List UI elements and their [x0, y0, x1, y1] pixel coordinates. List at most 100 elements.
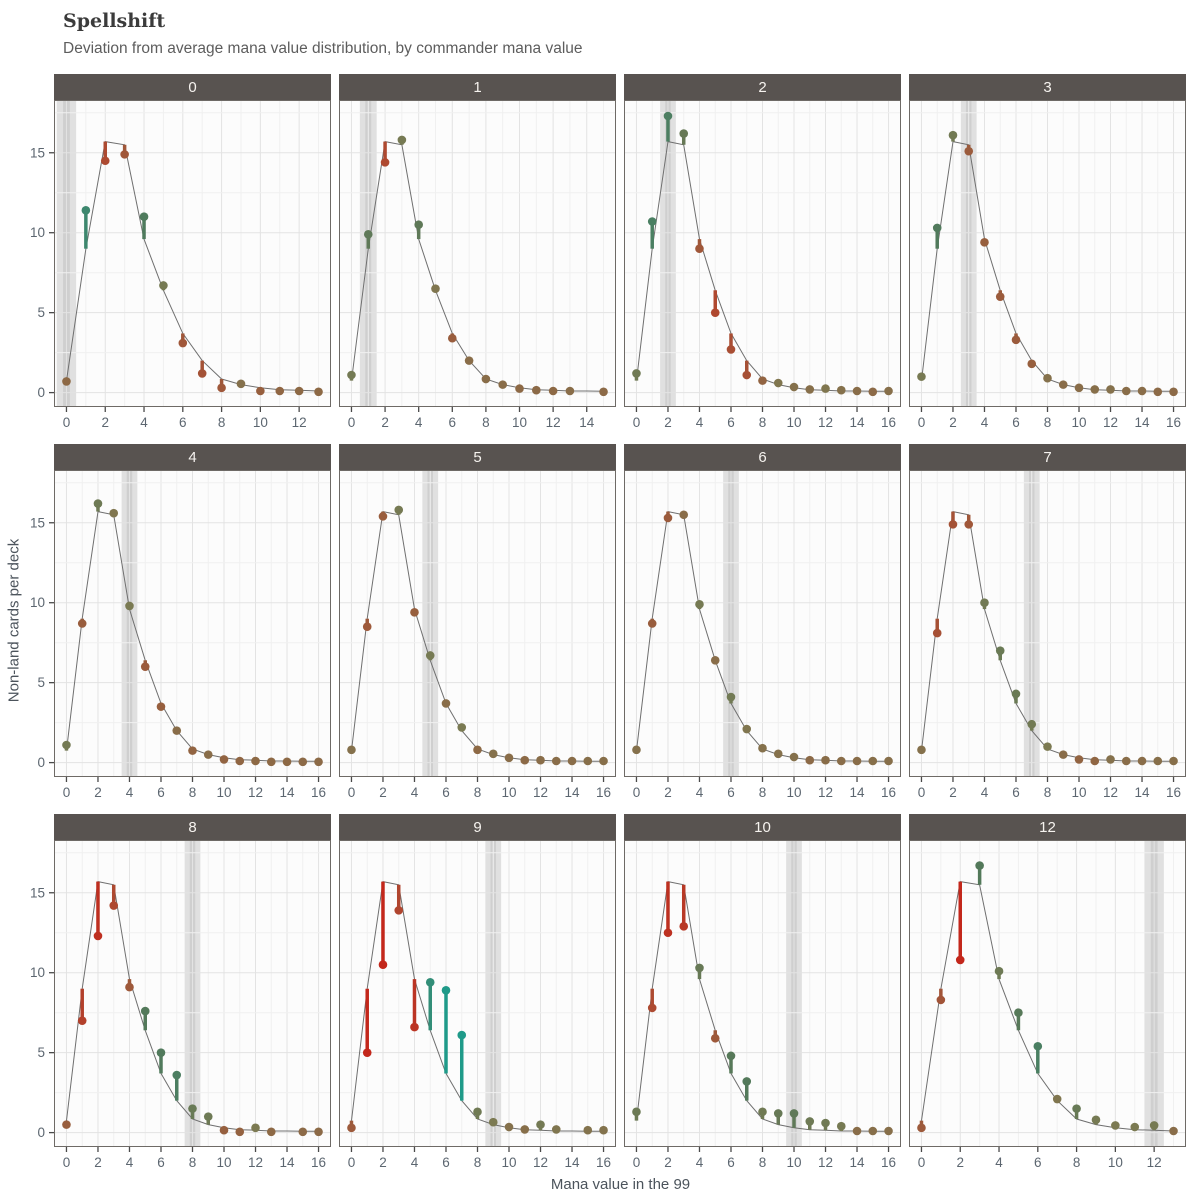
svg-text:5: 5: [37, 305, 45, 320]
deck-points: [917, 861, 1178, 1136]
svg-text:4: 4: [981, 415, 989, 430]
svg-text:4: 4: [696, 1155, 704, 1170]
svg-text:8: 8: [482, 415, 490, 430]
svg-text:0: 0: [348, 785, 356, 800]
facet-plot: 0 2 4 6 8 10 12 14 16: [624, 100, 901, 430]
facet-panel: 7 0 2 4 6 8 10 12 14 16: [909, 444, 1186, 804]
svg-text:12: 12: [248, 785, 263, 800]
svg-text:12: 12: [533, 785, 548, 800]
svg-text:16: 16: [311, 785, 326, 800]
y-axis: 0 5 10 15: [30, 885, 54, 1140]
x-axis: 0 2 4 6 8 10 12 14 16: [918, 407, 1181, 430]
svg-text:14: 14: [579, 415, 595, 430]
svg-text:8: 8: [759, 785, 767, 800]
svg-text:14: 14: [280, 785, 296, 800]
svg-text:16: 16: [1166, 415, 1181, 430]
svg-text:8: 8: [218, 415, 226, 430]
facet-plot: 0 2 4 6 8 10 12: [909, 840, 1186, 1170]
facet-strip-label: 2: [624, 74, 901, 100]
svg-text:0: 0: [348, 1155, 356, 1170]
deck-points: [917, 130, 1178, 397]
svg-text:10: 10: [786, 1155, 801, 1170]
facet-plot: 0 2 4 6 8 10 12 0 5 10 15: [30, 100, 331, 430]
svg-text:10: 10: [512, 415, 527, 430]
panel-border: [909, 100, 1186, 407]
svg-text:10: 10: [30, 225, 45, 240]
svg-text:0: 0: [633, 1155, 641, 1170]
gridlines: [624, 470, 901, 777]
deck-points: [62, 499, 323, 767]
panel-border: [909, 840, 1186, 1147]
x-axis: 0 2 4 6 8 10 12 14 16: [918, 777, 1181, 800]
svg-text:2: 2: [664, 785, 672, 800]
chart-subtitle: Deviation from average mana value distri…: [63, 40, 583, 57]
gridlines: [909, 840, 1186, 1147]
facet-strip-label: 7: [909, 444, 1186, 470]
svg-text:0: 0: [37, 1125, 45, 1140]
svg-text:12: 12: [546, 415, 561, 430]
svg-text:6: 6: [1012, 415, 1020, 430]
deck-points: [62, 901, 323, 1137]
x-axis: 0 2 4 6 8 10 12 14 16: [633, 777, 896, 800]
panel-border: [339, 840, 616, 1147]
facet-plot: 0 2 4 6 8 10 12 14 16: [339, 840, 616, 1170]
svg-text:14: 14: [1135, 415, 1151, 430]
svg-text:4: 4: [696, 785, 704, 800]
gridlines: [54, 470, 331, 777]
facet-strip-label: 1: [339, 74, 616, 100]
svg-text:14: 14: [565, 1155, 581, 1170]
x-axis-title: Mana value in the 99: [550, 1176, 691, 1193]
svg-text:4: 4: [415, 415, 423, 430]
svg-text:12: 12: [248, 1155, 263, 1170]
svg-text:4: 4: [126, 1155, 134, 1170]
svg-text:0: 0: [37, 755, 45, 770]
gridlines: [909, 100, 1186, 407]
svg-text:0: 0: [918, 785, 926, 800]
facet-strip-label: 10: [624, 814, 901, 840]
svg-text:6: 6: [727, 1155, 735, 1170]
gridlines: [339, 840, 616, 1147]
chart-header: Spellshift Deviation from average mana v…: [0, 0, 1200, 74]
panel-border: [54, 470, 331, 777]
svg-text:10: 10: [30, 595, 45, 610]
facet-strip-label: 6: [624, 444, 901, 470]
svg-text:2: 2: [379, 1155, 387, 1170]
facet-strip-label: 5: [339, 444, 616, 470]
deck-points: [632, 510, 893, 766]
svg-text:0: 0: [63, 1155, 71, 1170]
average-line: [351, 141, 604, 392]
x-axis: 0 2 4 6 8 10 12 14 16: [633, 407, 896, 430]
svg-text:15: 15: [30, 515, 45, 530]
svg-text:12: 12: [533, 1155, 548, 1170]
svg-text:8: 8: [759, 1155, 767, 1170]
svg-text:6: 6: [157, 785, 165, 800]
facet-panel: 9 0 2 4 6 8 10 12 14 16: [339, 814, 616, 1174]
deck-points: [347, 906, 608, 1135]
panel-border: [624, 100, 901, 407]
svg-text:6: 6: [157, 1155, 165, 1170]
svg-text:12: 12: [818, 785, 833, 800]
svg-text:0: 0: [633, 415, 641, 430]
svg-text:6: 6: [1012, 785, 1020, 800]
svg-text:6: 6: [442, 1155, 450, 1170]
svg-text:0: 0: [37, 385, 45, 400]
svg-text:2: 2: [956, 1155, 964, 1170]
svg-text:8: 8: [474, 1155, 482, 1170]
deck-points: [347, 505, 608, 766]
svg-text:14: 14: [1135, 785, 1151, 800]
y-axis-title: Non-land cards per deck: [5, 538, 23, 703]
chart-title: Spellshift: [63, 10, 166, 32]
svg-text:12: 12: [1147, 1155, 1162, 1170]
facet-panel: 6 0 2 4 6 8 10 12 14 16: [624, 444, 901, 804]
panel-background: [339, 100, 616, 407]
svg-text:8: 8: [759, 415, 767, 430]
panel-border: [54, 100, 331, 407]
svg-text:0: 0: [348, 415, 356, 430]
svg-text:16: 16: [881, 415, 896, 430]
svg-text:0: 0: [918, 415, 926, 430]
facet-plot: 0 2 4 6 8 10 12 14 16: [909, 470, 1186, 800]
svg-text:6: 6: [727, 785, 735, 800]
svg-text:10: 10: [786, 415, 801, 430]
svg-text:0: 0: [63, 415, 71, 430]
